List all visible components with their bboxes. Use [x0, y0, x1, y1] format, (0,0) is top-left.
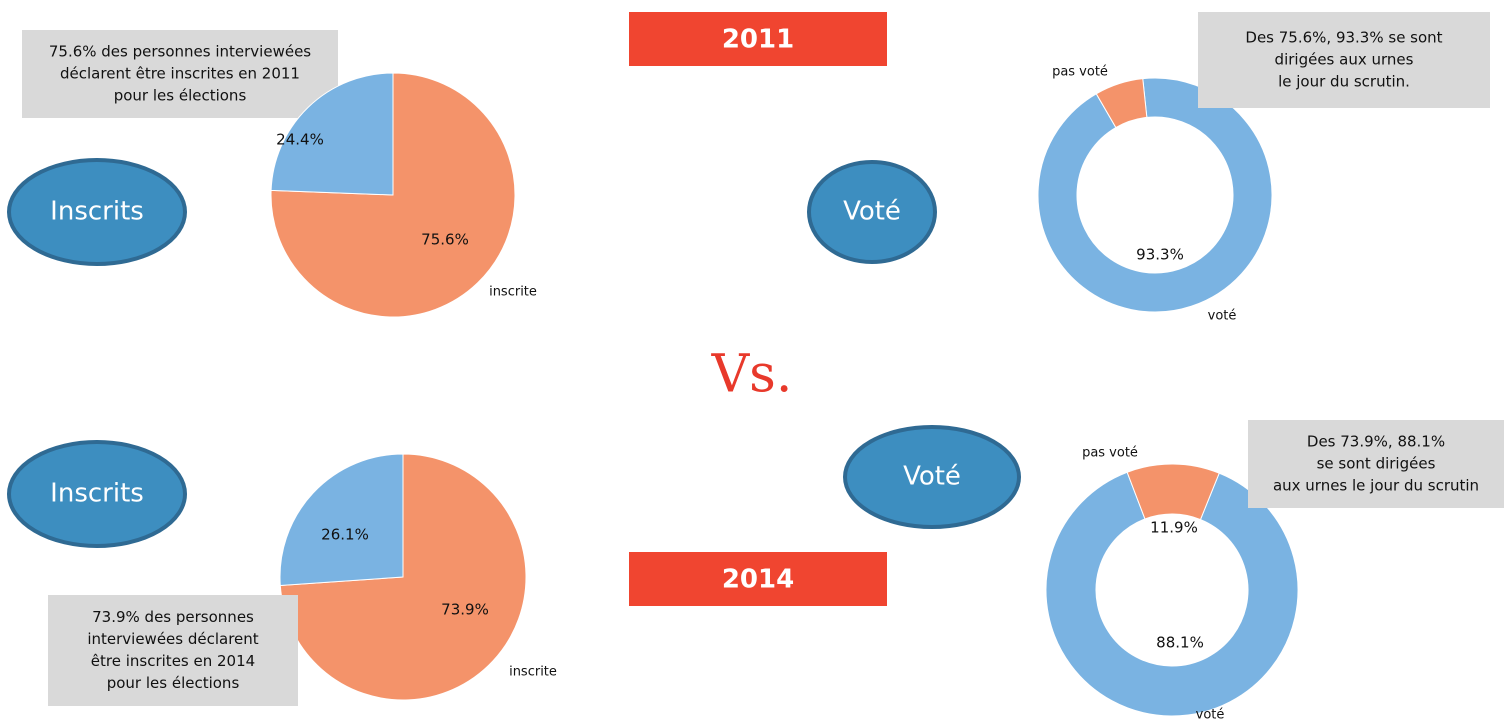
donut-slice: [1095, 78, 1148, 129]
annotation-text: se sont dirigées: [1317, 455, 1436, 473]
annotation-text: aux urnes le jour du scrutin: [1273, 477, 1479, 495]
value-label: 11.9%: [1150, 519, 1198, 537]
donut-slice: [1037, 77, 1273, 313]
annotation-box: [1248, 420, 1504, 508]
value-label: 75.6%: [421, 231, 469, 249]
label-ellipse: [843, 425, 1021, 529]
category-label: voté: [1208, 309, 1237, 324]
annotation-box: [48, 595, 298, 706]
annotation-text: le jour du scrutin.: [1278, 73, 1410, 91]
year-label: 2014: [722, 565, 794, 595]
annotation-text: Des 73.9%, 88.1%: [1307, 433, 1445, 451]
annotation-text: être inscrites en 2014: [91, 652, 255, 670]
value-label: 24.4%: [276, 131, 324, 149]
pie-slice: [279, 453, 404, 587]
annotation-text: pour les élections: [114, 87, 247, 105]
ellipse-label: Voté: [903, 462, 961, 492]
year-banner: [629, 12, 887, 66]
category-label: pas voté: [1082, 446, 1138, 461]
annotation-text: Des 75.6%, 93.3% se sont: [1245, 29, 1442, 47]
year-banner: [629, 552, 887, 606]
ellipse-label: Inscrits: [50, 197, 144, 227]
value-label: 26.1%: [321, 526, 369, 544]
annotation-text: 75.6% des personnes interviewées: [49, 43, 311, 61]
ellipse-label: Inscrits: [50, 479, 144, 509]
versus: Vs.: [711, 345, 793, 405]
category-label: voté: [1196, 708, 1225, 720]
label-ellipse: [807, 160, 937, 264]
category-label: inscrite: [489, 285, 537, 300]
annotation-text: interviewées déclarent: [87, 630, 258, 648]
label-ellipse: [7, 158, 187, 266]
annotation-box: [22, 30, 338, 118]
value-label: 73.9%: [441, 601, 489, 619]
annotation-text: 73.9% des personnes: [92, 608, 254, 626]
pie-slice: [270, 72, 394, 196]
donut-slice: [1126, 463, 1220, 521]
annotation-text: déclarent être inscrites en 2011: [60, 65, 300, 83]
label-ellipse: [7, 440, 187, 548]
value-label: 88.1%: [1156, 634, 1204, 652]
annotation-text: dirigées aux urnes: [1275, 51, 1414, 69]
category-label: pas voté: [1052, 65, 1108, 80]
annotation-text: pour les élections: [107, 674, 240, 692]
annotation-box: [1198, 12, 1490, 108]
donut-slice: [1045, 471, 1299, 717]
value-label: 93.3%: [1136, 246, 1184, 264]
category-label: inscrite: [509, 665, 557, 680]
year-label: 2011: [722, 25, 794, 55]
ellipse-label: Voté: [843, 197, 901, 227]
